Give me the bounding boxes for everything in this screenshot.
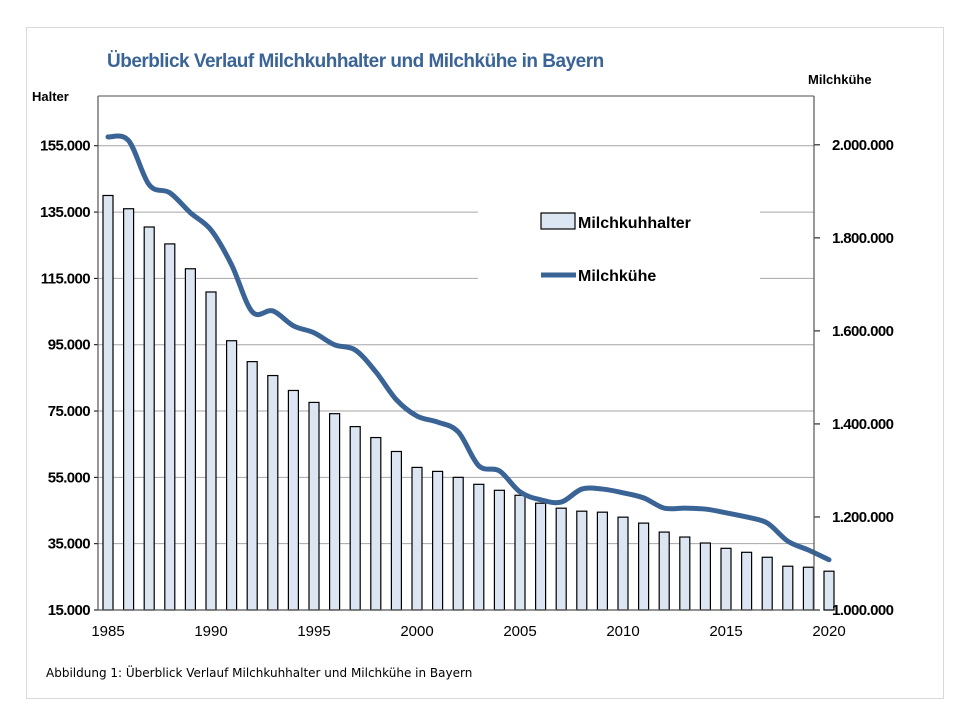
- x-tick-label: 2010: [606, 623, 639, 640]
- figure-caption: Abbildung 1: Überblick Verlauf Milchkuhh…: [46, 666, 473, 680]
- x-tick-label: 2015: [709, 623, 742, 640]
- x-tick-label: 1985: [91, 623, 124, 640]
- y-left-tick-label: 55.000: [48, 469, 91, 486]
- bar-2011: [637, 522, 650, 611]
- bar-1985: [102, 194, 114, 611]
- y-left-tick-label: 35.000: [48, 536, 91, 553]
- bar-1992: [246, 361, 258, 611]
- y-right-tick-label: 1.000.000: [832, 602, 894, 619]
- legend-background: [478, 198, 760, 294]
- bar-2013: [679, 536, 691, 611]
- bar-1997: [349, 426, 361, 611]
- bar-1995: [308, 401, 320, 611]
- series-line-milchkuehe: [105, 133, 832, 563]
- chart-title: Überblick Verlauf Milchkuhhalter und Mil…: [107, 51, 604, 72]
- x-tick-label: 1995: [297, 623, 330, 640]
- bar-1998: [370, 436, 382, 611]
- bar-1999: [390, 450, 402, 611]
- y-left-tick-label: 15.000: [48, 602, 91, 619]
- bar-2017: [761, 556, 773, 611]
- y-left-tick-label: 155.000: [40, 138, 90, 155]
- bar-2002: [452, 476, 464, 611]
- bar-2014: [699, 542, 712, 611]
- bar-1989: [184, 268, 196, 611]
- bar-2020: [823, 570, 835, 611]
- bar-1988: [164, 243, 176, 611]
- chart-frame: [26, 27, 944, 699]
- y-left-tick-label: 95.000: [48, 337, 91, 354]
- legend-label-milchkuehe: Milchkühe: [578, 268, 656, 285]
- x-tick-label: 2000: [400, 623, 433, 640]
- y-left-tick-label: 135.000: [40, 204, 90, 221]
- bar-2008: [576, 510, 588, 611]
- right-axis-label: Milchkühe: [808, 72, 872, 87]
- bar-2004: [493, 489, 505, 611]
- y-right-tick-label: 1.200.000: [832, 509, 894, 526]
- bar-1990: [205, 291, 217, 611]
- bar-2019: [802, 566, 815, 611]
- left-axis-label: Halter: [32, 89, 69, 104]
- bar-2010: [617, 516, 629, 611]
- bar-2000: [411, 466, 423, 611]
- bar-2016: [740, 551, 753, 611]
- bar-1991: [226, 340, 238, 611]
- bar-2009: [596, 511, 609, 611]
- x-tick-label: 1990: [194, 623, 227, 640]
- y-left-tick-label: 115.000: [41, 270, 90, 287]
- bar-1986: [122, 208, 135, 611]
- bar-1996: [329, 413, 341, 611]
- y-right-tick-label: 1.600.000: [832, 323, 894, 340]
- legend: Milchkuhhalter Milchkühe: [540, 212, 691, 285]
- bar-1987: [143, 226, 155, 611]
- x-tick-label: 2020: [812, 623, 845, 640]
- y-left-tick-label: 75.000: [48, 403, 91, 420]
- x-tick-label: 2005: [503, 623, 536, 640]
- bar-2015: [720, 547, 732, 611]
- legend-label-milchkuhhalter: Milchkuhhalter: [578, 215, 691, 232]
- bar-1994: [287, 389, 299, 611]
- legend-bar-swatch: [540, 212, 576, 230]
- bar-2003: [473, 483, 485, 611]
- bar-2006: [534, 502, 547, 611]
- bar-1993: [267, 374, 279, 611]
- y-right-tick-label: 1.800.000: [832, 230, 894, 247]
- bar-2018: [782, 565, 794, 611]
- y-right-tick-label: 1.400.000: [832, 416, 894, 433]
- bar-2005: [514, 494, 526, 611]
- bar-2007: [555, 507, 567, 611]
- y-right-tick-label: 2.000.000: [832, 137, 894, 154]
- bar-2012: [658, 531, 670, 611]
- bar-2001: [432, 470, 444, 611]
